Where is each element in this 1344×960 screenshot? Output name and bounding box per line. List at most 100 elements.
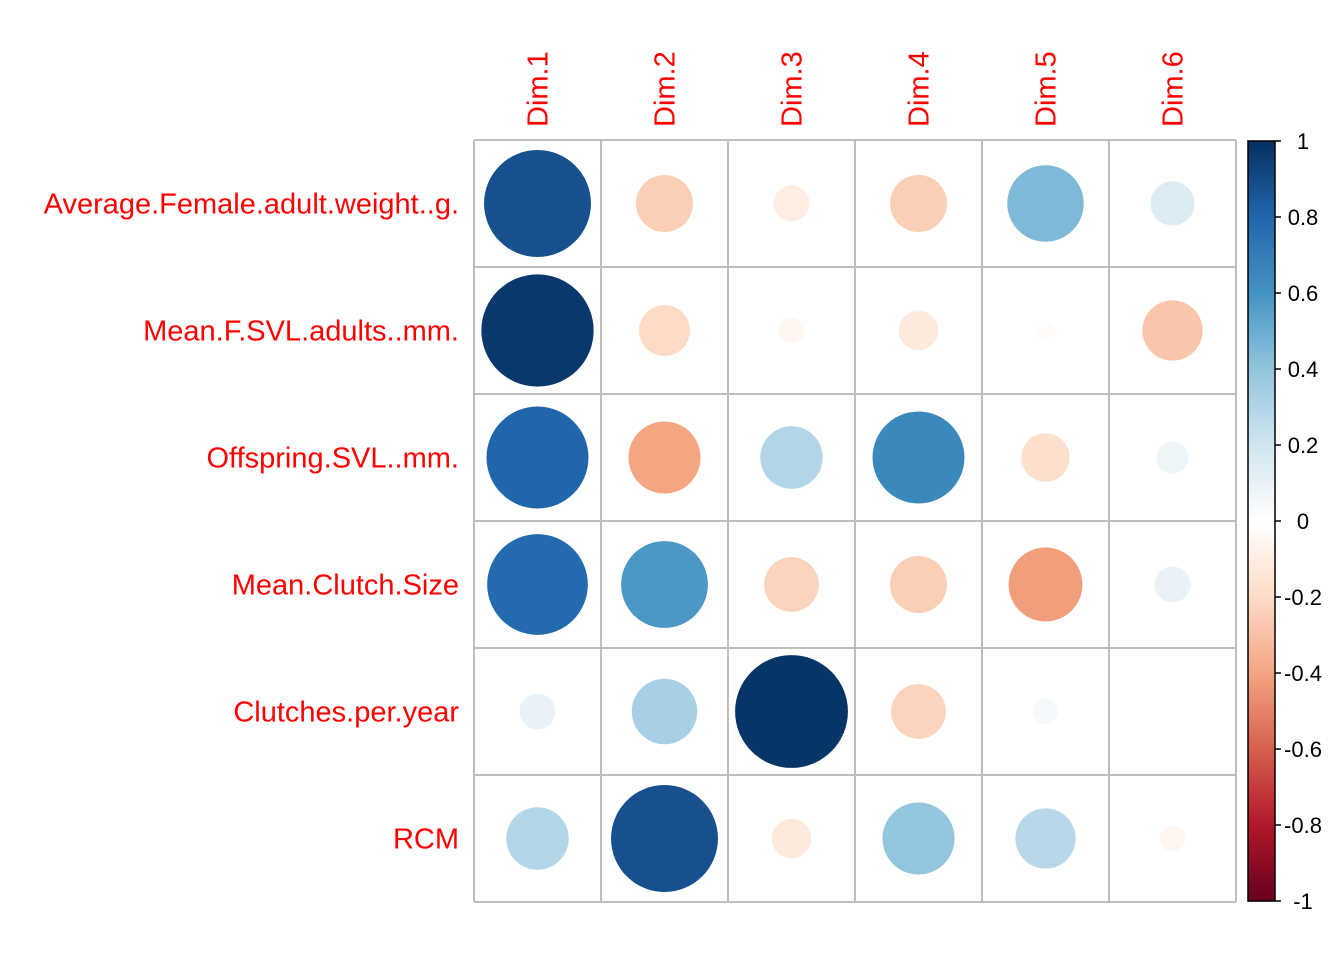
legend-color-step <box>1248 665 1275 670</box>
legend-color-step <box>1248 771 1275 777</box>
legend-color-step <box>1248 619 1275 625</box>
legend-color-step <box>1248 581 1275 587</box>
legend-color-step <box>1248 175 1275 180</box>
legend-color-step <box>1248 217 1275 222</box>
row-label: Mean.Clutch.Size <box>232 570 459 602</box>
legend-color-step <box>1248 859 1275 864</box>
legend-color-step <box>1248 179 1275 184</box>
legend-color-step <box>1248 422 1275 427</box>
legend-color-step <box>1248 638 1275 644</box>
legend-color-step <box>1248 232 1275 237</box>
legend-tick-label: -0.8 <box>1284 813 1322 838</box>
legend-color-step <box>1248 220 1275 226</box>
legend-color-step <box>1248 885 1275 891</box>
legend-color-step <box>1248 540 1275 545</box>
legend-tick-label: 0 <box>1297 509 1309 534</box>
legend-color-step <box>1248 479 1275 484</box>
legend-color-step <box>1248 331 1275 336</box>
legend-color-step <box>1248 502 1275 507</box>
cell-circle-r4-c4 <box>1032 698 1059 725</box>
legend-color-step <box>1248 768 1275 773</box>
cell-circle-r5-c4 <box>1015 808 1076 869</box>
legend-color-step <box>1248 327 1275 332</box>
legend-color-step <box>1248 532 1275 537</box>
legend-color-step <box>1248 779 1275 784</box>
legend-color-step <box>1248 266 1275 271</box>
legend-color-step <box>1248 251 1275 256</box>
legend-tick-label: 0.6 <box>1288 281 1319 306</box>
correlation-circles <box>481 150 1203 892</box>
legend-color-step <box>1248 437 1275 442</box>
legend-color-step <box>1248 475 1275 480</box>
legend-color-step <box>1248 209 1275 214</box>
legend-color-step <box>1248 593 1275 598</box>
legend-color-step <box>1248 213 1275 218</box>
legend-color-step <box>1248 806 1275 811</box>
legend-color-step <box>1248 255 1275 260</box>
legend-color-step <box>1248 407 1275 412</box>
legend-color-step <box>1248 870 1275 875</box>
legend-color-step <box>1248 851 1275 856</box>
legend-color-step <box>1248 281 1275 286</box>
legend-color-step <box>1248 825 1275 830</box>
column-label: Dim.6 <box>1158 51 1190 127</box>
legend-color-step <box>1248 840 1275 845</box>
legend-color-step <box>1248 627 1275 632</box>
legend-color-step <box>1248 152 1275 157</box>
legend-color-step <box>1248 243 1275 248</box>
legend-color-step <box>1248 752 1275 758</box>
legend-color-step <box>1248 277 1275 283</box>
legend-color-step <box>1248 562 1275 568</box>
legend-color-step <box>1248 847 1275 853</box>
legend-color-step <box>1248 433 1275 438</box>
legend-color-step <box>1248 817 1275 822</box>
legend-tick-label: 0.8 <box>1288 205 1319 230</box>
legend-color-step <box>1248 612 1275 617</box>
legend-color-step <box>1248 361 1275 366</box>
legend-color-step <box>1248 228 1275 233</box>
legend-color-step <box>1248 517 1275 522</box>
legend-color-step <box>1248 201 1275 207</box>
legend-color-step <box>1248 224 1275 229</box>
legend-color-step <box>1248 403 1275 408</box>
row-label: RCM <box>393 824 459 856</box>
legend-color-step <box>1248 483 1275 488</box>
legend-color-step <box>1248 160 1275 165</box>
cell-circle-r5-c5 <box>1159 825 1186 852</box>
legend-color-step <box>1248 380 1275 385</box>
legend-color-step <box>1248 471 1275 476</box>
legend-color-step <box>1248 828 1275 834</box>
legend-color-step <box>1248 410 1275 416</box>
legend-color-step <box>1248 395 1275 400</box>
legend-color-step <box>1248 616 1275 621</box>
legend-color-step <box>1248 574 1275 579</box>
legend-color-step <box>1248 821 1275 826</box>
legend-color-step <box>1248 646 1275 651</box>
legend-color-step <box>1248 813 1275 818</box>
cell-circle-r1-c3 <box>898 310 939 351</box>
legend-color-step <box>1248 376 1275 381</box>
legend-color-step <box>1248 661 1275 666</box>
legend-color-step <box>1248 699 1275 704</box>
legend-color-step <box>1248 764 1275 769</box>
legend-color-step <box>1248 790 1275 796</box>
cell-circle-r2-c1 <box>628 421 701 494</box>
cell-circle-r3-c4 <box>1008 547 1083 622</box>
cell-circle-r1-c1 <box>639 305 690 356</box>
legend-color-step <box>1248 623 1275 628</box>
cell-circle-r1-c5 <box>1142 300 1203 361</box>
legend-color-step <box>1248 270 1275 275</box>
legend-color-step <box>1248 448 1275 454</box>
legend-color-step <box>1248 783 1275 788</box>
legend-color-step <box>1248 513 1275 518</box>
legend-color-step <box>1248 460 1275 465</box>
legend-color-step <box>1248 893 1275 898</box>
legend-color-step <box>1248 547 1275 552</box>
cell-circle-r4-c1 <box>631 678 698 745</box>
cell-circle-r2-c4 <box>1021 433 1070 482</box>
legend-color-step <box>1248 148 1275 153</box>
legend-color-step <box>1248 258 1275 264</box>
legend-color-step <box>1248 631 1275 636</box>
cell-circle-r1-c2 <box>778 317 805 344</box>
